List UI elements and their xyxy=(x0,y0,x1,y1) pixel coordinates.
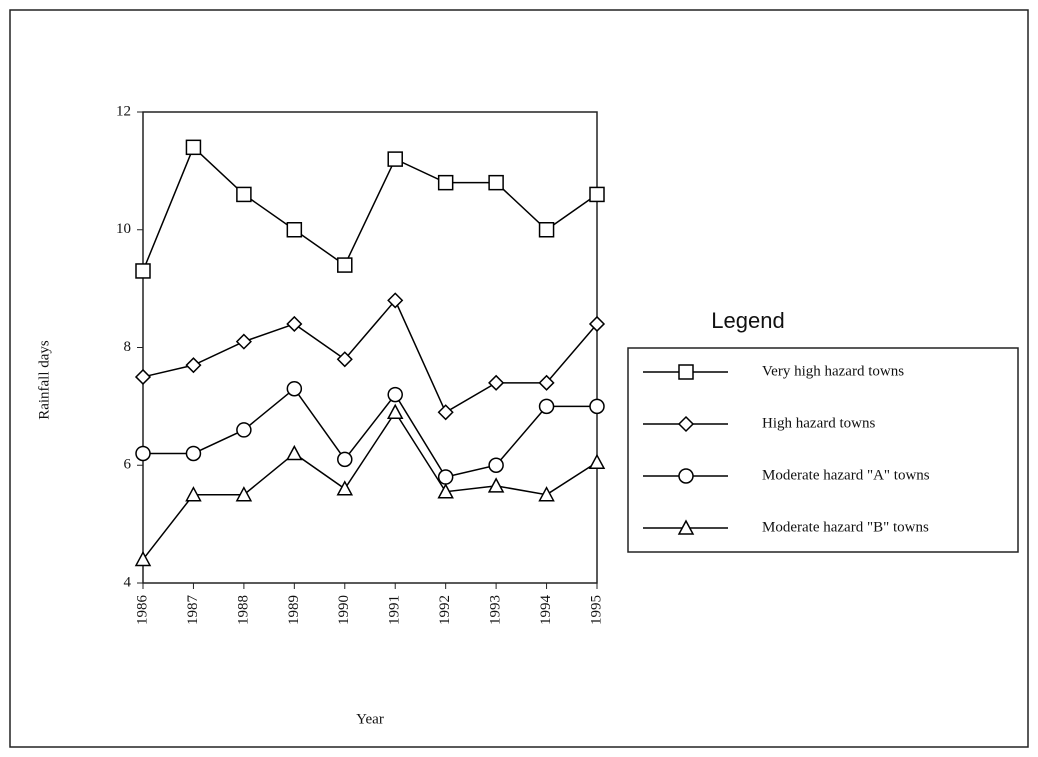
legend-marker xyxy=(677,415,695,433)
marker xyxy=(135,445,151,462)
x-tick-label: 1992 xyxy=(437,595,453,625)
marker xyxy=(488,457,504,473)
legend-label: Moderate hazard "B" towns xyxy=(762,519,929,535)
marker xyxy=(437,469,454,485)
marker xyxy=(488,174,504,191)
line xyxy=(142,410,598,560)
marker xyxy=(437,404,454,421)
marker xyxy=(185,357,202,374)
marker xyxy=(386,403,404,420)
x-tick-label: 1991 xyxy=(387,595,403,625)
legend-marker xyxy=(677,519,695,535)
marker xyxy=(235,333,252,350)
y-tick-label: 10 xyxy=(116,221,131,237)
x-tick-label: 1993 xyxy=(488,595,504,625)
legend-label: Very high hazard towns xyxy=(762,363,904,379)
marker xyxy=(538,374,555,391)
x-axis-label: Year xyxy=(356,711,384,727)
x-tick-label: 1995 xyxy=(588,595,604,625)
marker xyxy=(134,550,152,567)
legend-title: Legend xyxy=(711,308,784,333)
x-tick-label: 1986 xyxy=(134,595,150,626)
marker xyxy=(185,445,202,462)
legend-label: High hazard towns xyxy=(762,415,875,431)
x-tick-label: 1988 xyxy=(235,595,251,625)
frame xyxy=(9,9,1029,748)
x-tick-label: 1990 xyxy=(336,595,352,625)
marker xyxy=(235,486,253,502)
marker xyxy=(387,151,403,167)
marker xyxy=(488,374,505,391)
marker xyxy=(588,453,606,470)
marker xyxy=(135,263,151,279)
marker xyxy=(286,222,303,238)
y-tick-label: 4 xyxy=(124,574,132,590)
marker xyxy=(286,380,303,397)
x-tick-label: 1989 xyxy=(286,595,302,625)
marker xyxy=(387,292,404,309)
legend-marker xyxy=(678,468,694,484)
marker xyxy=(185,486,202,502)
line xyxy=(142,146,598,272)
marker xyxy=(538,222,555,238)
line xyxy=(142,299,598,414)
marker xyxy=(589,186,605,203)
marker xyxy=(437,174,454,191)
legend-marker xyxy=(678,364,694,380)
y-tick-label: 8 xyxy=(124,339,132,355)
marker xyxy=(336,480,354,496)
legend-label: Moderate hazard "A" towns xyxy=(762,467,930,483)
legend-box xyxy=(627,347,1019,553)
marker xyxy=(236,186,252,203)
marker xyxy=(337,451,353,468)
marker xyxy=(589,398,605,415)
x-tick-label: 1987 xyxy=(185,595,201,626)
line xyxy=(143,387,597,478)
marker xyxy=(336,351,353,368)
y-tick-label: 12 xyxy=(116,103,131,119)
marker xyxy=(387,386,403,403)
y-axis-label: Rainfall days xyxy=(36,340,52,420)
marker xyxy=(487,477,505,493)
marker xyxy=(134,368,152,385)
marker xyxy=(588,315,606,333)
marker xyxy=(437,483,454,499)
marker xyxy=(185,139,202,156)
marker xyxy=(236,422,252,438)
marker xyxy=(538,398,555,415)
x-tick-label: 1994 xyxy=(538,595,554,626)
marker xyxy=(286,315,303,333)
marker xyxy=(286,444,303,461)
marker xyxy=(337,257,353,273)
marker xyxy=(538,486,555,502)
y-tick-label: 6 xyxy=(124,457,132,473)
